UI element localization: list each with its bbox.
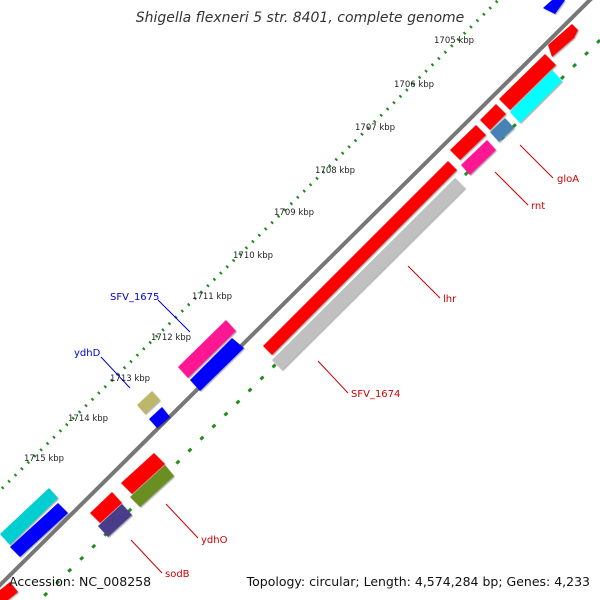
leader-sodB bbox=[130, 539, 163, 574]
gene-red-lower-2 bbox=[121, 453, 165, 494]
gene-red-1 bbox=[450, 125, 486, 160]
gene-blue-top bbox=[543, 0, 565, 14]
ruler-label: 1712 kbp bbox=[151, 333, 191, 343]
leader-sfv1675 bbox=[157, 299, 191, 333]
gene-sfv1675 bbox=[178, 320, 236, 378]
reverse-genes bbox=[10, 0, 565, 557]
label-ydhD: ydhD bbox=[74, 348, 101, 359]
gene-blue-left bbox=[10, 503, 68, 557]
label-sfv1675: SFV_1675 bbox=[110, 292, 159, 303]
label-ydhO: ydhO bbox=[201, 535, 228, 546]
ruler-label: 1714 kbp bbox=[68, 414, 108, 424]
gene-rnt bbox=[461, 140, 496, 175]
ruler-label: 1711 kbp bbox=[192, 292, 232, 302]
gene-red-edge bbox=[0, 582, 18, 600]
label-sodB: sodB bbox=[165, 569, 190, 580]
leader-lines bbox=[100, 144, 554, 574]
ruler-label: 1707 kbp bbox=[355, 123, 395, 133]
leader-rnt bbox=[494, 171, 529, 206]
ruler-label: 1709 kbp bbox=[274, 208, 314, 218]
leader-ydhO bbox=[165, 503, 199, 539]
ruler-dotted-line bbox=[0, 0, 501, 493]
leader-lhr bbox=[407, 265, 441, 299]
gene-blue-mid bbox=[190, 338, 244, 391]
forward-genes bbox=[0, 24, 578, 600]
gene-red-lower-1 bbox=[90, 492, 122, 523]
gene-ydhO bbox=[130, 465, 174, 507]
label-sfv1674: SFV_1674 bbox=[351, 389, 400, 400]
ruler-label: 1710 kbp bbox=[233, 251, 273, 261]
ruler-label: 1705 kbp bbox=[434, 36, 474, 46]
genome-summary-text: Topology: circular; Length: 4,574,284 bp… bbox=[246, 574, 590, 589]
label-gloA: gloA bbox=[557, 174, 579, 185]
gene-cyan-left bbox=[0, 488, 58, 545]
leader-gloA bbox=[519, 144, 554, 179]
gene-sodB bbox=[98, 504, 132, 537]
gene-red-3 bbox=[499, 54, 556, 110]
gene-red-top bbox=[548, 24, 578, 57]
gene-ydhD bbox=[137, 391, 160, 414]
gene-blue-small bbox=[149, 407, 170, 428]
gene-steel bbox=[490, 118, 514, 142]
accession-text: Accession: NC_008258 bbox=[9, 574, 152, 589]
ruler-label: 1713 kbp bbox=[110, 374, 150, 384]
ruler-label: 1715 kbp bbox=[24, 454, 64, 464]
ruler-labels: 1705 kbp 1706 kbp 1707 kbp 1708 kbp 1709 kbp… bbox=[24, 36, 474, 464]
gene-labels: SFV_1675 ydhD gloA rnt lhr SFV_1674 ydhO… bbox=[74, 174, 579, 580]
label-lhr: lhr bbox=[443, 294, 457, 305]
gene-lhr bbox=[263, 161, 457, 355]
label-rnt: rnt bbox=[531, 201, 545, 212]
gene-sfv1674 bbox=[272, 178, 465, 370]
ruler-label: 1708 kbp bbox=[315, 166, 355, 176]
gene-red-2 bbox=[480, 104, 506, 130]
map-title: Shigella flexneri 5 str. 8401, complete … bbox=[135, 10, 465, 26]
ruler-label: 1706 kbp bbox=[394, 80, 434, 90]
leader-ydhD bbox=[100, 356, 131, 389]
leader-sfv1674 bbox=[317, 360, 349, 394]
gene-gloA bbox=[510, 70, 562, 123]
